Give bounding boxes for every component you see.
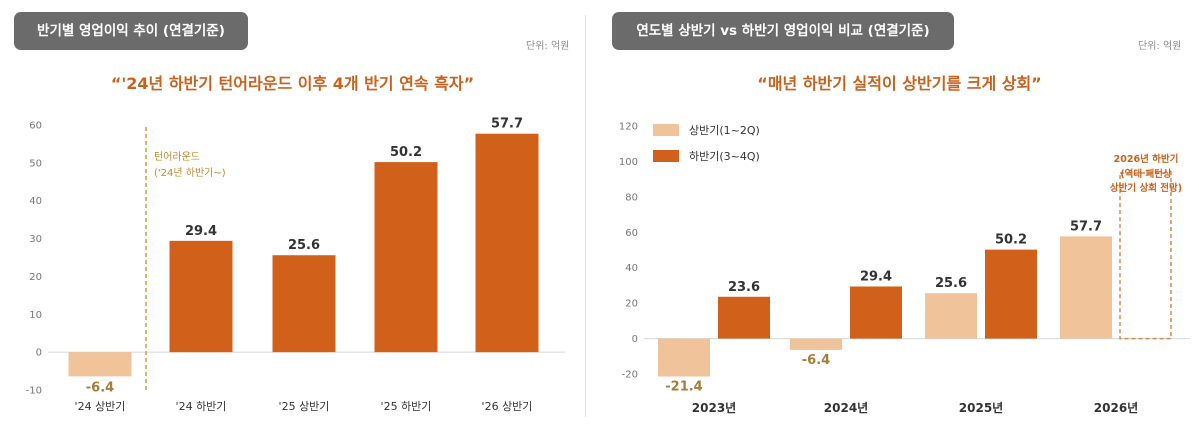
bar bbox=[790, 338, 842, 350]
turnaround-annotation: 턴어라운드 bbox=[154, 151, 200, 163]
bar bbox=[475, 133, 539, 353]
projection-annotation: (역대 패턴상 bbox=[1120, 168, 1172, 180]
legend-label: 상반기(1~2Q) bbox=[689, 124, 760, 137]
panel-divider bbox=[585, 15, 586, 417]
left-chart-header: 반기별 영업이익 추이 (연결기준) bbox=[14, 12, 248, 50]
y-tick-label: 30 bbox=[29, 234, 42, 245]
left-bar-chart: -10 0 10 20 30 40 50 60 -6.4 '24 상반기 29.4 '24 하반기 25… bbox=[26, 117, 565, 413]
y-tick-label: 10 bbox=[29, 310, 42, 321]
right-chart-subtitle: “매년 하반기 실적이 상반기를 크게 상회” bbox=[757, 74, 1042, 93]
projection-annotation: 2026년 하반기 bbox=[1114, 153, 1179, 165]
x-tick-label: '26 상반기 bbox=[482, 400, 533, 413]
bar bbox=[1060, 236, 1112, 339]
y-tick-label: 80 bbox=[625, 192, 638, 203]
data-label: 50.2 bbox=[390, 145, 422, 160]
bar bbox=[985, 249, 1037, 339]
x-tick-label: 2025년 bbox=[959, 401, 1003, 415]
y-tick-label: 100 bbox=[619, 157, 638, 168]
data-label: 23.6 bbox=[728, 280, 760, 295]
y-tick-label: 40 bbox=[29, 196, 42, 207]
y-tick-label: 120 bbox=[619, 122, 638, 133]
x-tick-label: '25 상반기 bbox=[279, 400, 330, 413]
y-tick-label: 60 bbox=[29, 121, 42, 132]
left-chart-subtitle: “'24년 하반기 턴어라운드 이후 4개 반기 연속 흑자” bbox=[110, 74, 475, 93]
bar bbox=[850, 286, 902, 339]
left-unit-label: 단위: 억원 bbox=[526, 41, 570, 52]
bar bbox=[68, 352, 132, 377]
x-tick-label: 2026년 bbox=[1094, 401, 1138, 415]
bar bbox=[169, 240, 233, 353]
x-tick-label: 2024년 bbox=[824, 401, 868, 415]
right-chart-header: 연도별 상반기 vs 하반기 영업이익 비교 (연결기준) bbox=[612, 12, 954, 50]
data-label: 57.7 bbox=[491, 117, 523, 132]
bar bbox=[272, 255, 336, 353]
y-tick-label: 50 bbox=[29, 158, 42, 169]
right-chart-panel: 연도별 상반기 vs 하반기 영업이익 비교 (연결기준) 단위: 억원 “매년… bbox=[600, 0, 1199, 432]
x-tick-label: '24 하반기 bbox=[176, 399, 227, 413]
x-tick-label: 2023년 bbox=[692, 401, 736, 415]
y-tick-label: 40 bbox=[625, 263, 638, 274]
data-label: 29.4 bbox=[860, 269, 892, 284]
data-label: -6.4 bbox=[802, 353, 830, 368]
data-label: 50.2 bbox=[995, 233, 1027, 248]
data-label: 25.6 bbox=[288, 238, 320, 253]
data-label: 25.6 bbox=[935, 276, 967, 291]
y-tick-label: 0 bbox=[632, 334, 638, 345]
left-chart-panel: 반기별 영업이익 추이 (연결기준) 단위: 억원 “'24년 하반기 턴어라운… bbox=[0, 0, 585, 432]
y-tick-label: 0 bbox=[36, 348, 42, 359]
data-label: 57.7 bbox=[1070, 219, 1102, 234]
bar bbox=[718, 296, 770, 339]
bar bbox=[925, 293, 977, 339]
y-tick-label: 20 bbox=[625, 299, 638, 310]
y-tick-label: -10 bbox=[26, 386, 42, 397]
projected-bar-outline bbox=[1119, 172, 1172, 340]
bar bbox=[658, 338, 710, 377]
x-tick-label: '25 하반기 bbox=[381, 399, 432, 413]
legend-swatch bbox=[653, 124, 679, 136]
right-bar-chart: -20 0 20 40 60 80 100 120 -21.4 23.6 2023년 -6.4 29.4… bbox=[619, 122, 1190, 415]
y-tick-label: -20 bbox=[622, 370, 638, 381]
right-unit-label: 단위: 억원 bbox=[1138, 41, 1182, 52]
legend-label: 하반기(3~4Q) bbox=[689, 149, 760, 163]
projection-annotation: 상반기 상회 전망) bbox=[1110, 182, 1182, 194]
y-tick-label: 20 bbox=[29, 272, 42, 283]
bar bbox=[374, 162, 438, 353]
x-tick-label: '24 상반기 bbox=[75, 400, 126, 413]
data-label: -21.4 bbox=[665, 379, 702, 394]
y-tick-label: 60 bbox=[625, 228, 638, 239]
data-label: 29.4 bbox=[185, 224, 217, 239]
data-label: -6.4 bbox=[86, 380, 114, 395]
turnaround-annotation: ('24년 하반기~) bbox=[154, 166, 226, 179]
legend-swatch bbox=[653, 150, 679, 162]
